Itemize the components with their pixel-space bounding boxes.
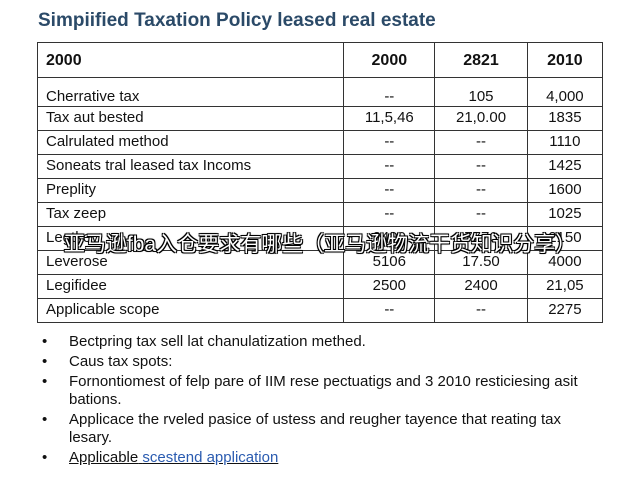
cell: Legtkey [36,226,345,251]
link-prefix[interactable]: Applicable [69,449,139,466]
cell: Applicable scope [36,298,345,323]
cell: -- [434,178,528,203]
cell: -- [434,202,528,227]
cell: Soneats tral leased tax Incoms [36,154,345,179]
cell: -- [343,178,436,203]
cell: -- [343,154,436,179]
title: Simpiified Taxation Policy leased real e… [38,10,436,31]
cell: 1025 [526,202,604,227]
cell: Calrulated method [36,130,345,155]
table-row: Applicable scope -- -- 2275 [36,298,604,323]
link-text[interactable]: scestend application [142,449,279,466]
cell: Legifidee [36,274,345,299]
cell: -- [343,298,436,323]
overlay-caption: 亚马逊fba入仓要求有哪些（亚马逊物流干货知识分享） [63,233,577,256]
table-row: Legtkey 2400 7770 2150 [36,226,604,251]
cell: 2500 [343,274,436,299]
cell: 1425 [526,154,604,179]
cell: 11,5,46 [343,106,436,131]
cell: 2400 [343,226,436,251]
column-header: 2010 [526,42,604,78]
cell: 2150 [526,226,604,251]
bullet: Caus tax spots: [38,353,608,371]
cell: -- [343,77,436,107]
table-row: Calrulated method -- -- 1110 [36,130,604,155]
column-header: 2000 [343,42,436,78]
table-row: Soneats tral leased tax Incoms -- -- 1425 [36,154,604,179]
cell: 2400 [434,274,528,299]
cell: Preplity [36,178,345,203]
cell: Tax zeep [36,202,345,227]
table-row: Legifidee 2500 2400 21,05 [36,274,604,299]
table: 2000 2000 2821 2010 Cherrative tax -- 105 4,000… [36,42,604,323]
bullet: Applicable scestend application [38,449,608,467]
cell: 2275 [526,298,604,323]
bullet: Applicace the rveled pasice of ustess an… [38,411,608,447]
cell: 1600 [526,178,604,203]
bullet: Fornontiomest of felp pare of IIM rese p… [38,373,608,409]
column-header: 2821 [434,42,528,78]
cell: Tax aut bested [36,106,345,131]
cell: 21,0.00 [434,106,528,131]
bullet: Bectpring tax sell lat chanulatization m… [38,333,608,351]
cell: -- [343,130,436,155]
cell: 4,000 [526,77,604,107]
cell: 105 [434,77,528,107]
link[interactable]: Applicable scestend application [69,449,278,466]
cell: 4000 [526,250,604,275]
cell: 17.50 [434,250,528,275]
table-row: Leverose 5106 17.50 4000 [36,250,604,275]
table-row: Tax aut bested 11,5,46 21,0.00 1835 [36,106,604,131]
cell: 1835 [526,106,604,131]
cell: -- [434,130,528,155]
cell: -- [434,154,528,179]
cell: -- [434,298,528,323]
cell: 1110 [526,130,604,155]
cell: -- [343,202,436,227]
cell: 21,05 [526,274,604,299]
header-row: 2000 2000 2821 2010 [36,42,604,78]
bullet-list: Bectpring tax sell lat chanulatization m… [38,333,608,469]
column-header: 2000 [36,42,345,78]
table-row: Tax zeep -- -- 1025 [36,202,604,227]
table-row: Cherrative tax -- 105 4,000 [36,77,604,107]
table-row: Preplity -- -- 1600 [36,178,604,203]
cell: Cherrative tax [36,77,345,107]
